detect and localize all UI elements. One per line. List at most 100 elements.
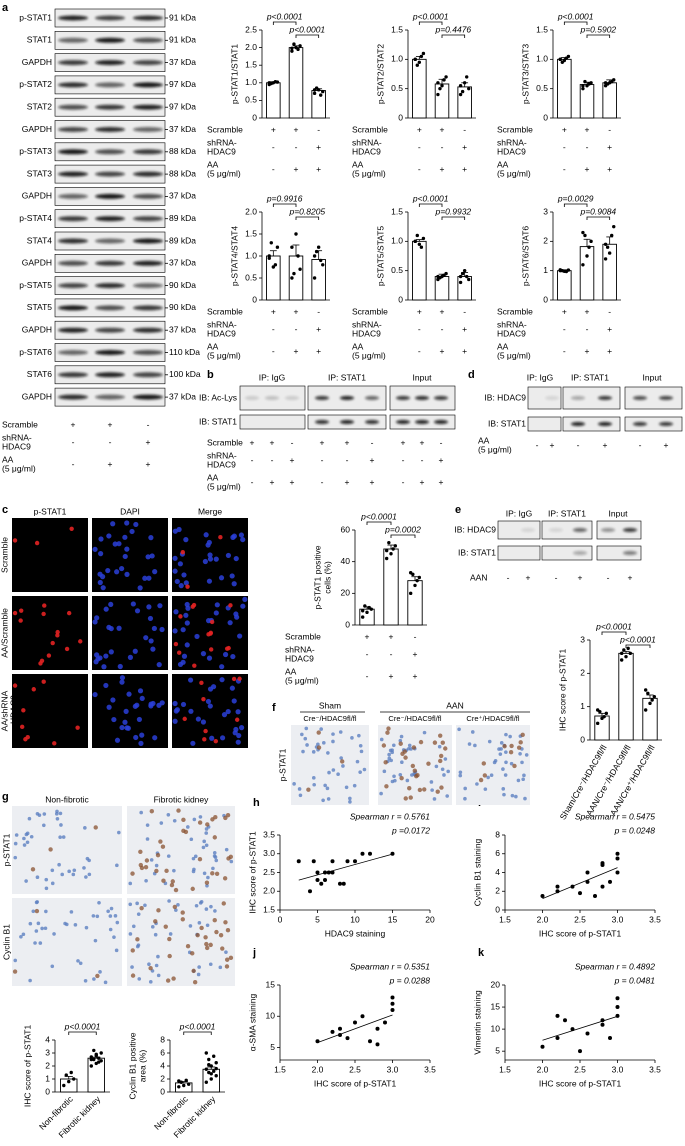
data-point bbox=[585, 870, 590, 875]
stain-spot bbox=[34, 540, 40, 546]
data-point bbox=[462, 268, 467, 273]
nucleus bbox=[36, 921, 41, 926]
data-point bbox=[214, 1061, 218, 1065]
data-point bbox=[89, 1057, 94, 1062]
y-tick-label: 0 bbox=[543, 112, 548, 122]
p-value: p=0.9916 bbox=[266, 193, 303, 203]
condition-sign: + bbox=[316, 324, 321, 334]
condition-sign: - bbox=[563, 164, 566, 174]
data-point bbox=[209, 1077, 213, 1081]
nucleus bbox=[212, 850, 217, 855]
nucleus bbox=[152, 569, 158, 575]
stain-spot bbox=[130, 948, 135, 953]
nucleus bbox=[94, 652, 100, 658]
nucleus bbox=[92, 977, 96, 981]
nucleus bbox=[208, 962, 213, 967]
data-point bbox=[214, 1066, 218, 1071]
blot-band bbox=[633, 396, 647, 400]
nucleus bbox=[201, 845, 206, 850]
data-point bbox=[312, 254, 317, 258]
blot-band bbox=[95, 82, 125, 88]
significance-bracket bbox=[586, 34, 611, 38]
group-title: Sham bbox=[319, 700, 341, 710]
data-point bbox=[563, 1018, 567, 1023]
data-point bbox=[384, 548, 389, 553]
blot-band bbox=[58, 82, 88, 88]
y-tick-label: 0 bbox=[398, 112, 403, 122]
y-tick-label: 3.0 bbox=[263, 848, 275, 858]
panel-letter: e bbox=[455, 504, 461, 516]
significance-bracket bbox=[418, 203, 443, 207]
data-point bbox=[365, 610, 369, 615]
bar bbox=[412, 240, 427, 301]
row-label: p-STAT1 bbox=[1, 833, 11, 866]
condition-sign: + bbox=[270, 437, 275, 447]
y-tick-label: 20 bbox=[341, 588, 351, 598]
nucleus bbox=[225, 708, 231, 715]
data-point bbox=[177, 1085, 181, 1089]
data-point bbox=[338, 1026, 342, 1031]
data-point bbox=[581, 263, 585, 267]
condition-sign: - bbox=[272, 142, 275, 152]
stain-spot bbox=[208, 647, 214, 652]
ip-header: IP: IgG bbox=[506, 508, 532, 518]
blot-band bbox=[95, 327, 125, 333]
nucleus bbox=[108, 649, 114, 655]
stain-spot bbox=[183, 829, 189, 835]
stain-spot bbox=[161, 878, 166, 883]
blot-label: STAT1 bbox=[27, 35, 52, 45]
condition-sign: - bbox=[536, 440, 539, 450]
condition-label: AA bbox=[207, 341, 219, 351]
nucleus bbox=[499, 741, 504, 745]
nucleus bbox=[58, 811, 63, 816]
nucleus bbox=[400, 760, 404, 765]
condition-sign: + bbox=[607, 346, 612, 356]
y-tick-label: 2.5 bbox=[245, 24, 257, 34]
nucleus bbox=[440, 767, 445, 772]
stain-spot bbox=[167, 953, 172, 959]
condition-label: (5 μg/ml) bbox=[478, 444, 512, 454]
data-point bbox=[321, 89, 325, 94]
condition-label: Scramble bbox=[497, 306, 533, 316]
nucleus bbox=[44, 886, 49, 891]
data-point bbox=[643, 688, 648, 692]
nucleus bbox=[172, 819, 177, 823]
statistic: p =0.0172 bbox=[391, 825, 430, 835]
nucleus bbox=[188, 924, 193, 928]
y-tick-label: 0.5 bbox=[536, 83, 548, 93]
nucleus bbox=[311, 750, 316, 754]
blot-kda: 37 kDa bbox=[169, 57, 196, 67]
y-axis-label: p-STAT2/STAT2 bbox=[375, 44, 385, 105]
condition-sign: + bbox=[585, 306, 590, 316]
condition-sign: + bbox=[607, 142, 612, 152]
p-value: p=0.5902 bbox=[579, 24, 616, 34]
data-point bbox=[204, 1080, 208, 1084]
nucleus bbox=[224, 950, 228, 954]
x-tick-label: 10 bbox=[350, 914, 360, 924]
micrograph bbox=[127, 898, 235, 986]
x-axis-label: IHC score of p-STAT1 bbox=[539, 928, 622, 938]
blot-band bbox=[95, 127, 125, 132]
stain-spot bbox=[403, 755, 408, 760]
y-tick-label: 15 bbox=[491, 1001, 501, 1011]
stain-spot bbox=[228, 854, 234, 859]
condition-label: HDAC9 bbox=[207, 459, 236, 469]
nucleus bbox=[98, 536, 104, 542]
data-point bbox=[296, 254, 300, 258]
stain-spot bbox=[199, 925, 204, 931]
p-value: p=0.0002 bbox=[384, 524, 421, 534]
ip-header: IP: STAT1 bbox=[548, 508, 586, 518]
nucleus bbox=[42, 823, 46, 828]
stain-spot bbox=[210, 871, 215, 876]
nucleus bbox=[483, 787, 488, 791]
blot-band bbox=[58, 394, 88, 400]
x-tick-label: 0 bbox=[278, 914, 283, 924]
nucleus bbox=[103, 682, 109, 689]
stain-spot bbox=[512, 763, 517, 769]
data-point bbox=[628, 651, 633, 656]
stain-spot bbox=[165, 978, 171, 983]
nucleus bbox=[139, 695, 145, 702]
blot-band bbox=[95, 15, 125, 21]
blot-frame bbox=[596, 520, 642, 540]
data-point bbox=[315, 878, 320, 882]
